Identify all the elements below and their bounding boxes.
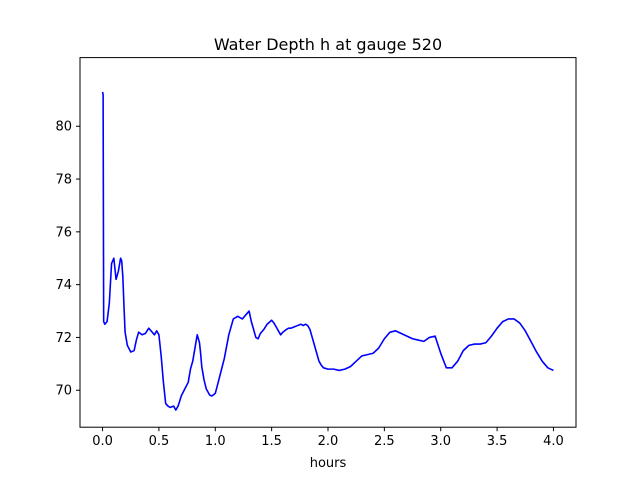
x-tick-label: 3.5 (487, 434, 508, 449)
y-tick-label: 78 (55, 173, 72, 188)
x-tick-label: 4.0 (543, 434, 564, 449)
x-axis-label: hours (310, 456, 347, 471)
y-tick-label: 74 (55, 278, 72, 293)
x-tick-label: 1.5 (261, 434, 282, 449)
y-tick-label: 80 (55, 120, 72, 135)
chart-title: Water Depth h at gauge 520 (214, 35, 442, 54)
series-layer (101, 91, 554, 411)
y-axis: 70 72 74 76 78 80 (55, 120, 80, 399)
plot-frame (79, 57, 577, 428)
plot-area (79, 57, 577, 428)
x-tick-label: 2.0 (318, 434, 339, 449)
x-tick-label: 2.5 (374, 434, 395, 449)
series-line (101, 91, 554, 411)
x-tick-label: 0.5 (149, 434, 170, 449)
y-tick-label: 72 (55, 331, 72, 346)
y-tick-label: 76 (55, 225, 72, 240)
y-tick-label: 70 (55, 384, 72, 399)
x-tick-label: 0.0 (92, 434, 113, 449)
x-axis: 0.0 0.5 1.0 1.5 2.0 2.5 3.0 3.5 4.0 (92, 427, 564, 449)
x-tick-label: 3.0 (430, 434, 451, 449)
x-tick-label: 1.0 (205, 434, 226, 449)
